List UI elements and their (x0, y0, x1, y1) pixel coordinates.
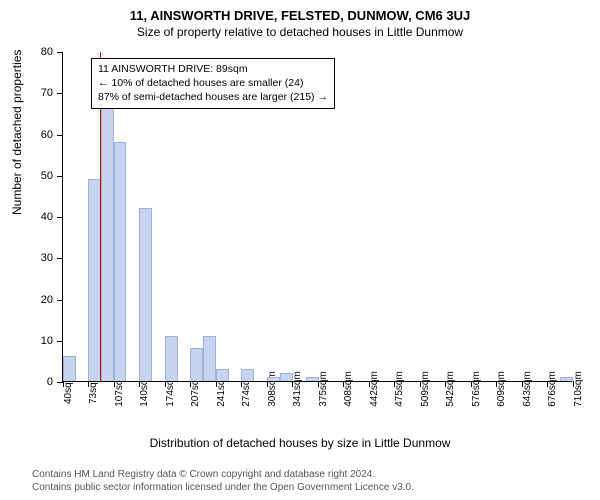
y-tick (57, 93, 63, 94)
x-tick-label: 475sqm (394, 371, 405, 407)
footer-line-1: Contains HM Land Registry data © Crown c… (32, 468, 590, 481)
y-tick-label: 20 (41, 294, 53, 306)
histogram-bar (139, 208, 152, 381)
x-tick-label: 576sqm (471, 371, 482, 407)
y-tick (57, 176, 63, 177)
y-tick (57, 300, 63, 301)
histogram-bar (114, 142, 127, 381)
y-tick-label: 0 (47, 376, 53, 388)
footer-attribution: Contains HM Land Registry data © Crown c… (32, 468, 590, 494)
chart-title-main: 11, AINSWORTH DRIVE, FELSTED, DUNMOW, CM… (0, 0, 600, 23)
y-tick-label: 80 (41, 46, 53, 58)
x-tick-label: 408sqm (343, 371, 354, 407)
y-tick (57, 52, 63, 53)
x-tick-label: 643sqm (522, 371, 533, 407)
histogram-bar (88, 179, 101, 381)
histogram-bar (306, 377, 319, 381)
x-tick-label: 509sqm (420, 371, 431, 407)
y-tick-label: 60 (41, 129, 53, 141)
x-tick-label: 609sqm (496, 371, 507, 407)
y-tick (57, 135, 63, 136)
x-tick-label: 542sqm (445, 371, 456, 407)
histogram-bar (203, 336, 216, 381)
y-tick-label: 70 (41, 87, 53, 99)
y-tick-label: 40 (41, 211, 53, 223)
x-tick-label: 375sqm (318, 371, 329, 407)
footer-line-2: Contains public sector information licen… (32, 481, 590, 494)
x-tick-label: 442sqm (369, 371, 380, 407)
histogram-bar (280, 373, 293, 381)
histogram-bar (241, 369, 254, 381)
x-tick-label: 341sqm (292, 371, 303, 407)
info-line-3: 87% of semi-detached houses are larger (… (98, 90, 328, 104)
x-tick-label: 676sqm (547, 371, 558, 407)
chart-title-sub: Size of property relative to detached ho… (0, 23, 600, 39)
histogram-bar (101, 105, 114, 381)
histogram-bar (267, 377, 280, 381)
y-tick-label: 30 (41, 252, 53, 264)
y-tick-label: 10 (41, 335, 53, 347)
x-tick-label: 710sqm (573, 371, 584, 407)
histogram-bar (560, 377, 573, 381)
histogram-bar (216, 369, 229, 381)
y-tick (57, 341, 63, 342)
y-axis-label: Number of detached properties (10, 50, 24, 215)
y-tick (57, 217, 63, 218)
histogram-bar (63, 356, 76, 381)
info-line-2: ← 10% of detached houses are smaller (24… (98, 76, 328, 90)
y-tick-label: 50 (41, 170, 53, 182)
histogram-bar (165, 336, 178, 381)
histogram-bar (190, 348, 203, 381)
chart-plot-area: 0102030405060708040sqm73sqm107sqm140sqm1… (62, 52, 572, 382)
info-line-1: 11 AINSWORTH DRIVE: 89sqm (98, 62, 328, 76)
y-tick (57, 258, 63, 259)
x-axis-label: Distribution of detached houses by size … (0, 436, 600, 450)
reference-info-box: 11 AINSWORTH DRIVE: 89sqm ← 10% of detac… (91, 58, 335, 109)
